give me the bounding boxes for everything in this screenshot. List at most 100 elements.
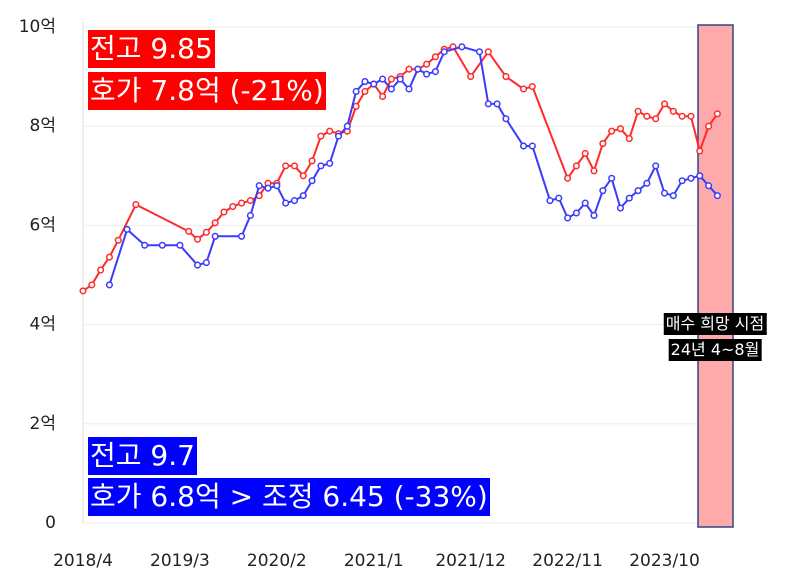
data-point <box>652 115 660 123</box>
data-point <box>326 127 334 135</box>
data-point <box>599 140 607 148</box>
data-point <box>193 235 202 243</box>
data-point <box>599 187 607 195</box>
data-point <box>352 87 360 96</box>
data-point <box>370 80 378 88</box>
y-tick-label: 8억 <box>30 116 56 136</box>
data-point <box>625 135 633 143</box>
x-tick-label: 2018/4 <box>53 551 113 571</box>
data-point <box>202 259 210 267</box>
data-point <box>687 174 695 182</box>
data-point <box>467 73 475 81</box>
data-point <box>141 241 149 249</box>
data-point <box>185 227 193 235</box>
data-point <box>114 236 122 244</box>
data-point <box>705 122 713 130</box>
data-point <box>669 192 677 200</box>
data-point <box>484 100 492 108</box>
data-point <box>493 100 501 108</box>
data-point <box>502 115 510 123</box>
data-point <box>308 157 316 165</box>
data-point <box>590 167 598 175</box>
data-point <box>528 82 536 91</box>
y-tick-label: 2억 <box>30 414 56 434</box>
data-point <box>643 179 651 187</box>
data-point <box>643 112 651 120</box>
data-point <box>423 60 431 68</box>
data-point <box>713 110 721 118</box>
data-point <box>352 102 360 110</box>
data-point <box>317 132 325 140</box>
data-point <box>440 48 448 56</box>
data-point <box>317 162 325 170</box>
data-point <box>105 253 113 261</box>
data-point <box>220 208 228 216</box>
annotation-red: 호가 7.8억 (-21%) <box>88 72 326 110</box>
x-tick-label: 2022/11 <box>532 551 603 571</box>
data-point <box>79 287 87 295</box>
data-point <box>308 177 316 185</box>
data-point <box>255 182 263 190</box>
data-point <box>202 228 210 236</box>
x-tick-label: 2020/2 <box>247 551 307 571</box>
data-point <box>652 162 660 170</box>
data-point <box>246 197 254 205</box>
data-point <box>158 241 166 249</box>
annotation-red: 전고 9.85 <box>88 30 215 68</box>
data-point <box>423 70 431 78</box>
data-point <box>238 232 246 240</box>
data-point <box>290 197 299 205</box>
data-point <box>414 65 422 73</box>
annotation-blue: 호가 6.8억 > 조정 6.45 (-33%) <box>88 478 490 516</box>
data-point <box>132 201 140 209</box>
data-point <box>564 214 572 222</box>
data-point <box>502 73 510 81</box>
data-point <box>343 122 351 130</box>
x-tick-label: 2021/12 <box>435 551 506 571</box>
x-tick-label: 2019/3 <box>150 551 210 571</box>
data-point <box>572 162 580 170</box>
data-point <box>88 281 96 289</box>
annotation-note: 매수 희망 시점 <box>663 313 767 335</box>
data-point <box>713 192 721 200</box>
data-point <box>405 65 413 73</box>
data-point <box>238 199 246 207</box>
data-point <box>625 194 633 202</box>
data-point <box>282 199 290 207</box>
data-point <box>396 75 404 83</box>
data-point <box>290 162 299 170</box>
y-tick-label: 4억 <box>30 315 56 335</box>
data-point <box>581 199 589 207</box>
data-point <box>678 112 686 120</box>
data-point <box>590 211 598 220</box>
data-point <box>572 209 580 217</box>
data-point <box>608 174 616 182</box>
y-tick-label: 10억 <box>19 17 56 37</box>
data-point <box>123 225 131 233</box>
data-point <box>519 85 528 93</box>
data-point <box>616 125 625 133</box>
data-point <box>484 48 492 56</box>
y-tick-label: 6억 <box>30 215 56 235</box>
annotation-blue: 전고 9.7 <box>88 437 197 475</box>
data-point <box>299 172 307 180</box>
data-point <box>326 159 334 167</box>
data-point <box>669 107 677 115</box>
data-point <box>193 261 202 269</box>
data-point <box>519 142 528 150</box>
x-tick-label: 2021/1 <box>344 551 404 571</box>
data-point <box>105 281 113 289</box>
data-point <box>660 189 669 197</box>
data-point <box>555 194 563 202</box>
data-point <box>176 241 184 249</box>
data-point <box>229 203 237 211</box>
data-point <box>564 174 572 182</box>
data-point <box>334 132 343 140</box>
data-point <box>379 75 387 83</box>
data-point <box>678 177 686 185</box>
data-point <box>361 78 369 86</box>
data-point <box>387 85 395 93</box>
data-point <box>616 204 625 212</box>
